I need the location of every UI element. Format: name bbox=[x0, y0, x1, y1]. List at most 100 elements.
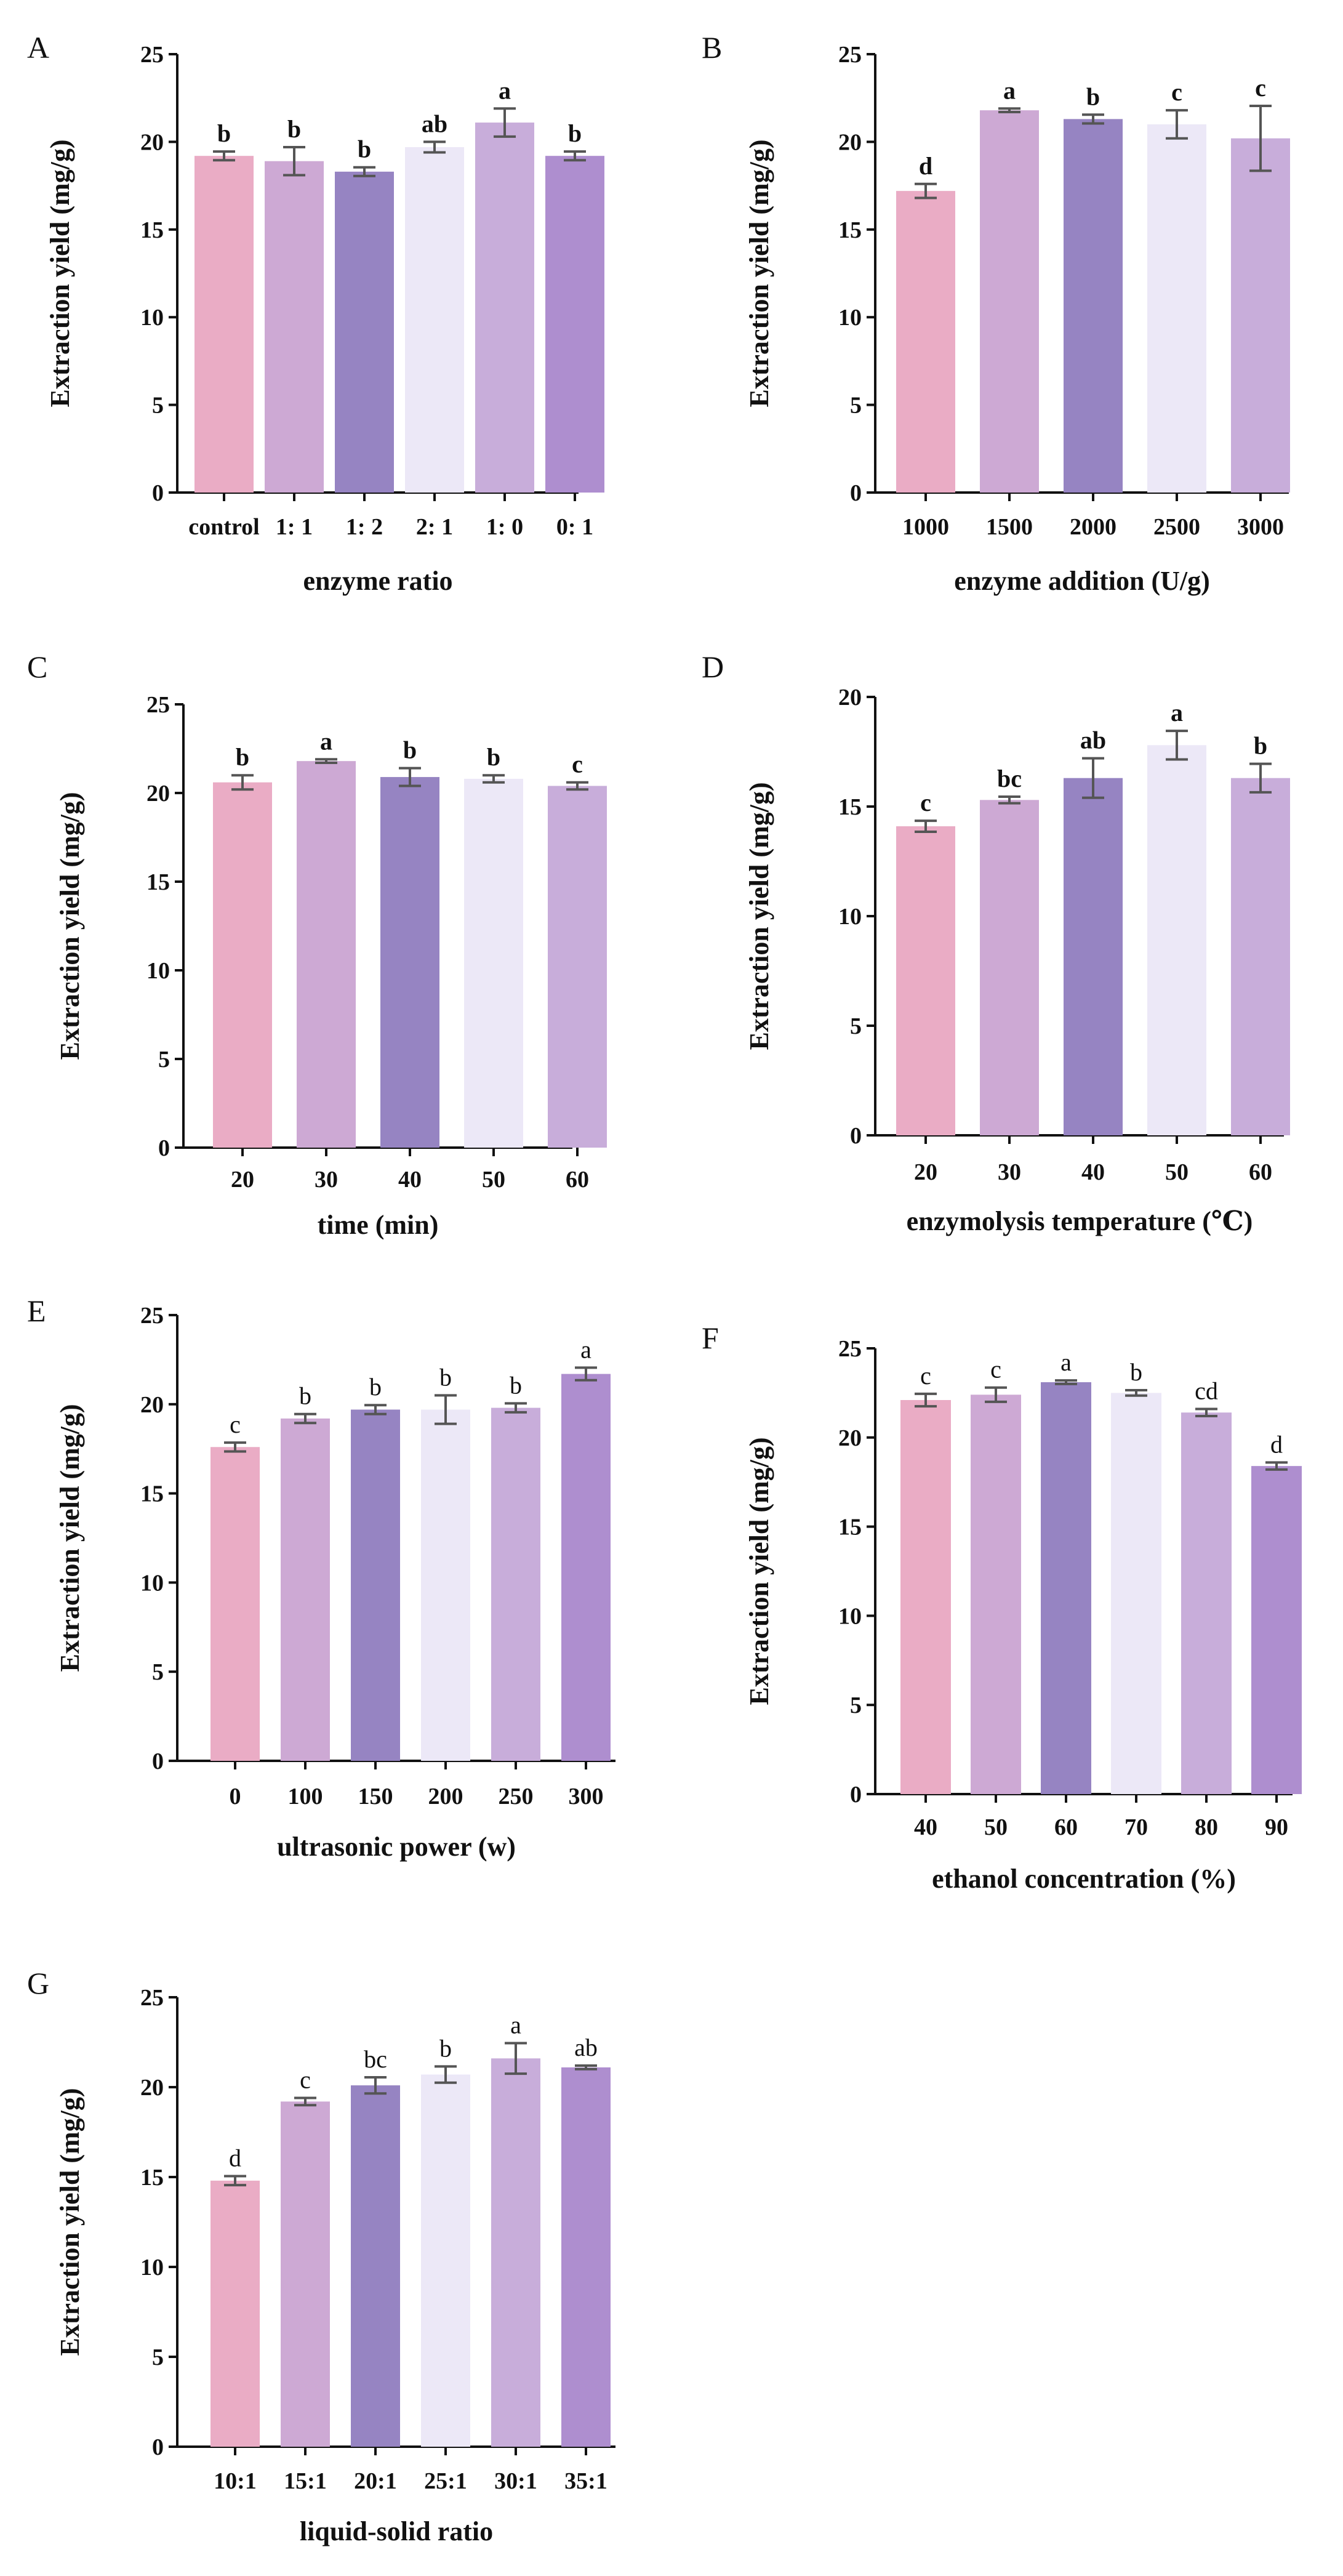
sig-label-a-5: a bbox=[499, 76, 511, 104]
bar-b-2 bbox=[980, 110, 1039, 493]
y-tick-label-a: 0 bbox=[152, 480, 164, 506]
x-tick-label-b: 2500 bbox=[1153, 514, 1200, 540]
sig-label-c-4: b bbox=[487, 743, 500, 771]
sig-label-g-2: c bbox=[300, 2066, 311, 2094]
sig-label-d-3: ab bbox=[1080, 727, 1106, 754]
x-tick-label-g: 10:1 bbox=[214, 2468, 257, 2494]
x-tick-label-g: 15:1 bbox=[284, 2468, 327, 2494]
y-tick-label-a: 25 bbox=[140, 42, 164, 68]
bar-c-4 bbox=[464, 778, 523, 1148]
sig-label-a-4: ab bbox=[422, 110, 447, 137]
bar-a-5 bbox=[475, 123, 534, 493]
x-tick-label-e: 150 bbox=[358, 1784, 393, 1809]
y-tick-label-d: 0 bbox=[850, 1123, 862, 1149]
y-tick-label-c: 25 bbox=[146, 692, 170, 718]
y-tick-label-d: 20 bbox=[838, 685, 862, 710]
y-tick-label-b: 5 bbox=[850, 393, 862, 419]
y-axis-title-g: Extraction yield (mg/g) bbox=[55, 2088, 85, 2356]
bar-e-1 bbox=[210, 1447, 260, 1761]
bar-d-4 bbox=[1147, 745, 1206, 1135]
x-tick-label-d: 20 bbox=[914, 1159, 937, 1185]
bar-a-6 bbox=[545, 156, 604, 493]
sig-label-f-1: c bbox=[920, 1362, 931, 1390]
y-tick-label-c: 10 bbox=[146, 958, 170, 984]
x-tick-label-a: 0: 1 bbox=[556, 514, 593, 540]
x-tick-label-a: 1: 1 bbox=[276, 514, 313, 540]
sig-label-b-1: d bbox=[919, 152, 932, 180]
panel-letter-b: B bbox=[702, 30, 722, 65]
x-tick-label-f: 40 bbox=[914, 1814, 937, 1840]
sig-label-g-1: d bbox=[229, 2144, 241, 2172]
y-tick-label-c: 0 bbox=[158, 1135, 170, 1161]
x-axis-title-c: time (min) bbox=[318, 1210, 439, 1240]
x-tick-label-g: 25:1 bbox=[424, 2468, 467, 2494]
x-tick-label-c: 50 bbox=[482, 1167, 505, 1193]
sig-label-b-2: a bbox=[1003, 76, 1016, 104]
sig-label-b-3: b bbox=[1086, 83, 1100, 110]
bar-a-1 bbox=[194, 156, 254, 493]
x-axis-title-e: ultrasonic power (w) bbox=[277, 1832, 516, 1862]
bar-f-6 bbox=[1251, 1466, 1302, 1794]
sig-label-c-5: c bbox=[572, 751, 583, 778]
bar-b-4 bbox=[1147, 124, 1206, 493]
x-axis-title-d: enzymolysis temperature (℃) bbox=[907, 1206, 1253, 1236]
y-tick-label-a: 10 bbox=[140, 305, 164, 331]
y-tick-label-b: 15 bbox=[838, 217, 862, 243]
sig-label-e-4: b bbox=[439, 1363, 452, 1391]
x-tick-label-d: 50 bbox=[1165, 1159, 1189, 1185]
panel-letter-a: A bbox=[27, 30, 49, 65]
x-tick-label-c: 20 bbox=[231, 1167, 254, 1193]
y-tick-label-b: 20 bbox=[838, 129, 862, 155]
y-tick-label-d: 5 bbox=[850, 1013, 862, 1039]
y-tick-label-f: 5 bbox=[850, 1693, 862, 1718]
y-tick-label-d: 10 bbox=[838, 904, 862, 930]
sig-label-d-1: c bbox=[920, 789, 931, 816]
bar-f-4 bbox=[1111, 1393, 1161, 1794]
y-tick-label-b: 25 bbox=[838, 42, 862, 68]
x-tick-label-d: 60 bbox=[1249, 1159, 1272, 1185]
x-axis-title-a: enzyme ratio bbox=[303, 566, 452, 596]
sig-label-a-3: b bbox=[358, 135, 371, 163]
x-tick-label-a: 1: 2 bbox=[346, 514, 383, 540]
x-tick-label-c: 30 bbox=[315, 1167, 338, 1193]
y-tick-label-f: 25 bbox=[838, 1336, 862, 1362]
x-tick-label-e: 250 bbox=[499, 1784, 534, 1809]
x-tick-label-b: 1500 bbox=[986, 514, 1033, 540]
x-tick-label-f: 90 bbox=[1265, 1814, 1288, 1840]
sig-label-f-2: c bbox=[990, 1356, 1001, 1383]
y-tick-label-a: 20 bbox=[140, 129, 164, 155]
x-tick-label-f: 80 bbox=[1195, 1814, 1218, 1840]
bar-g-3 bbox=[351, 2085, 400, 2447]
y-tick-label-g: 15 bbox=[140, 2165, 164, 2191]
bar-g-5 bbox=[491, 2058, 540, 2447]
bar-c-5 bbox=[548, 786, 607, 1148]
y-tick-label-b: 10 bbox=[838, 305, 862, 331]
panel-letter-c: C bbox=[27, 650, 47, 684]
y-tick-label-c: 5 bbox=[158, 1047, 170, 1073]
bar-g-1 bbox=[210, 2180, 260, 2447]
x-tick-label-b: 2000 bbox=[1070, 514, 1116, 540]
y-tick-label-g: 10 bbox=[140, 2255, 164, 2280]
sig-label-f-5: cd bbox=[1195, 1377, 1218, 1404]
sig-label-a-2: b bbox=[287, 115, 301, 143]
sig-label-g-5: a bbox=[510, 2011, 521, 2039]
y-axis-title-a: Extraction yield (mg/g) bbox=[45, 139, 75, 407]
y-tick-label-e: 25 bbox=[140, 1303, 164, 1329]
bar-b-5 bbox=[1231, 138, 1290, 493]
x-tick-label-f: 60 bbox=[1054, 1814, 1078, 1840]
x-tick-label-b: 3000 bbox=[1237, 514, 1284, 540]
sig-label-b-5: c bbox=[1255, 74, 1266, 102]
panel-letter-f: F bbox=[702, 1321, 719, 1355]
y-tick-label-f: 0 bbox=[850, 1782, 862, 1808]
x-tick-label-f: 70 bbox=[1125, 1814, 1148, 1840]
y-tick-label-c: 20 bbox=[146, 781, 170, 807]
sig-label-c-3: b bbox=[403, 736, 417, 764]
y-tick-label-g: 25 bbox=[140, 1985, 164, 2011]
sig-label-g-3: bc bbox=[364, 2045, 387, 2073]
y-tick-label-e: 15 bbox=[140, 1481, 164, 1507]
bar-e-2 bbox=[281, 1418, 330, 1761]
y-tick-label-c: 15 bbox=[146, 869, 170, 895]
x-tick-label-c: 40 bbox=[398, 1167, 422, 1193]
sig-label-e-2: b bbox=[299, 1382, 311, 1410]
